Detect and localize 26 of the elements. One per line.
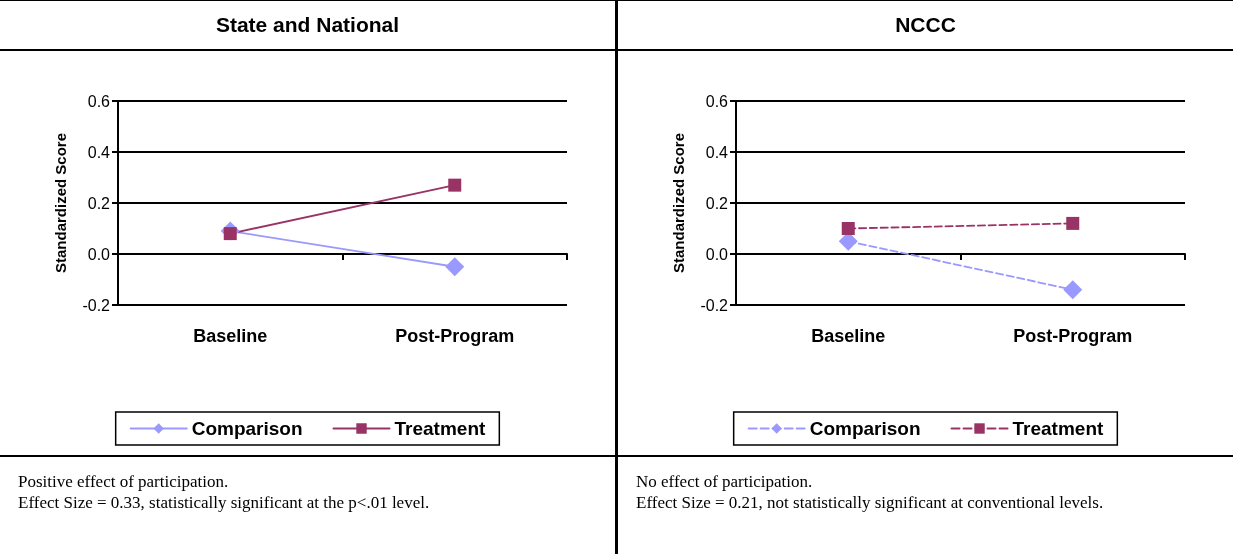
legend-label: Treatment [1012, 418, 1104, 439]
x-tick-label: Baseline [811, 326, 886, 346]
text: No effect of participation. [636, 471, 814, 492]
y-tick-label: 0.6 [87, 92, 111, 110]
y-tick-label: -0.2 [82, 296, 111, 314]
legend-label: Comparison [809, 418, 921, 439]
y-tick-label: 0.0 [87, 245, 111, 263]
x-tick-label: Post-Program [395, 326, 515, 346]
y-tick-label: 0.4 [87, 143, 111, 161]
y-axis-title: Standardized Score [52, 132, 69, 274]
chart-title: NCCC [618, 1, 1233, 51]
y-tick-label: 0.4 [705, 143, 729, 161]
y-tick-label: -0.2 [700, 296, 729, 314]
y-tick-label: 0.0 [705, 245, 729, 263]
x-tick-label: Baseline [193, 326, 268, 346]
y-axis-title: Standardized Score [670, 132, 687, 274]
text: Positive effect of participation. [18, 471, 230, 492]
legend-label: Comparison [191, 418, 303, 439]
y-tick-label: 0.2 [705, 194, 729, 212]
chart-title: State and National [0, 1, 615, 51]
x-tick-label: Post-Program [1013, 326, 1133, 346]
text: Effect Size = 0.21, not statistically significant at conventional levels. [636, 492, 1105, 513]
y-tick-label: 0.6 [705, 92, 729, 110]
y-tick-label: 0.2 [87, 194, 111, 212]
legend-label: Treatment [394, 418, 486, 439]
text: Effect Size = 0.33, statistically significant at the p<.01 level. [18, 492, 431, 513]
